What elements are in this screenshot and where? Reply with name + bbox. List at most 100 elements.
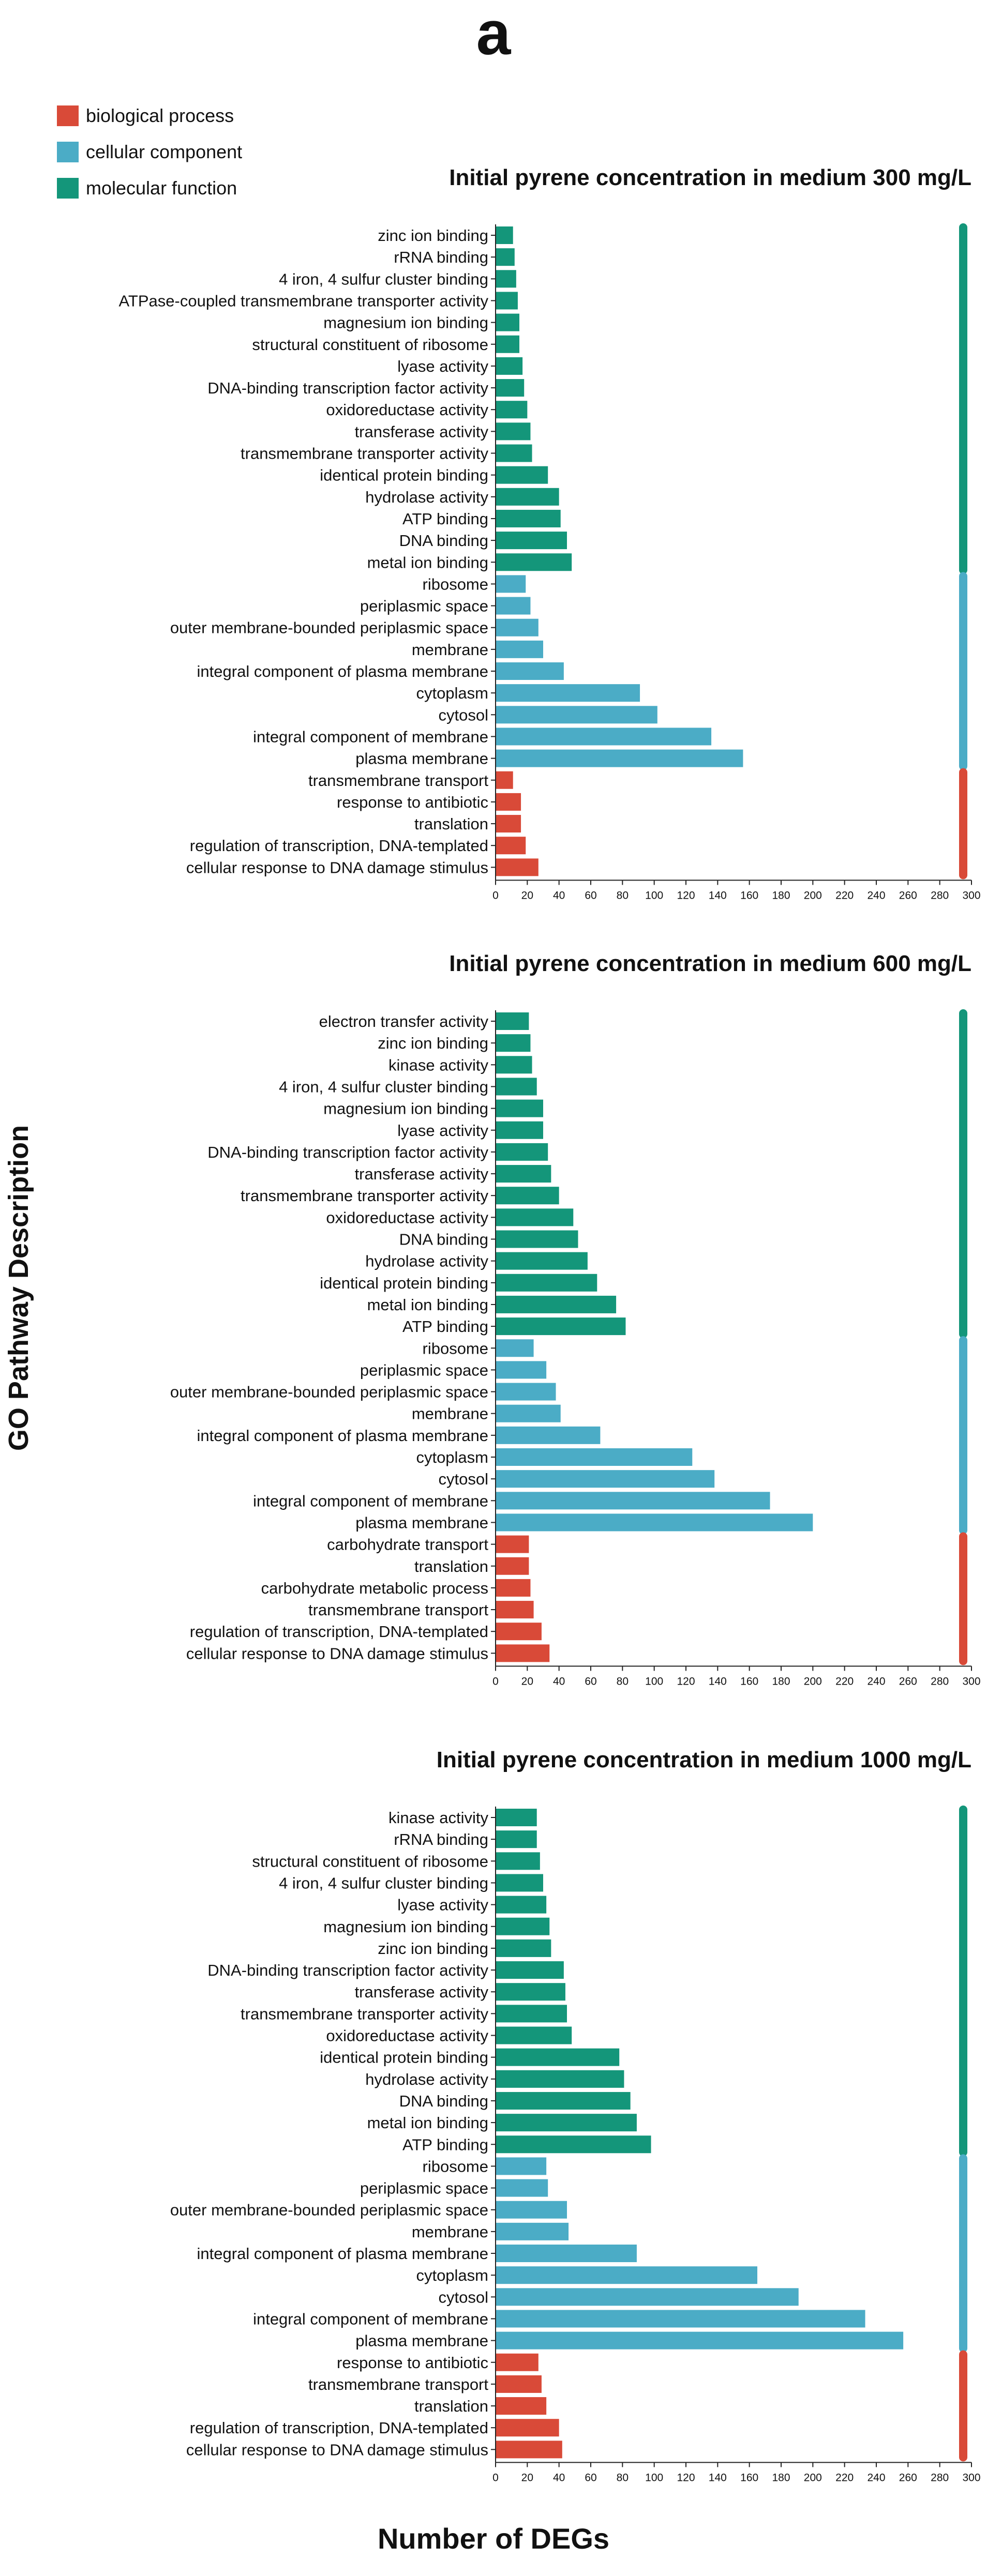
x-tick-label-200: 200 xyxy=(804,889,822,901)
y-tick-label-magnesium-ion-binding: magnesium ion binding xyxy=(323,314,488,332)
bar-dna-binding xyxy=(496,2092,631,2110)
x-tick-label-20: 20 xyxy=(521,1675,533,1687)
x-tick-label-20: 20 xyxy=(521,889,533,901)
y-tick-label-dna-binding: DNA binding xyxy=(399,2092,488,2110)
bar-outer-membrane-bounded-periplasmic-space xyxy=(496,2201,567,2219)
bar-magnesium-ion-binding xyxy=(496,313,519,331)
y-tick-label-periplasmic-space: periplasmic space xyxy=(360,597,488,615)
y-tick-label-response-to-antibiotic: response to antibiotic xyxy=(337,2354,488,2372)
legend-item-biological-process: biological process xyxy=(57,105,367,128)
y-tick-label-carbohydrate-transport: carbohydrate transport xyxy=(327,1536,488,1554)
y-tick-label-integral-component-of-plasma-membrane: integral component of plasma membrane xyxy=(197,662,488,680)
y-tick-label-outer-membrane-bounded-periplasmic-space: outer membrane-bounded periplasmic space xyxy=(170,1383,488,1401)
bar-regulation-of-transcription-dna-templated xyxy=(496,837,526,855)
bar-transmembrane-transporter-activity xyxy=(496,444,532,462)
x-tick-label-0: 0 xyxy=(492,1675,499,1687)
bar-4-iron-4-sulfur-cluster-binding xyxy=(496,1874,543,1892)
x-tick-label-220: 220 xyxy=(835,2472,854,2483)
y-tick-label-regulation-of-transcription-dna-templated: regulation of transcription, DNA-templat… xyxy=(190,2419,488,2437)
y-tick-label-hydrolase-activity: hydrolase activity xyxy=(365,2070,488,2088)
bar-cytosol xyxy=(496,1470,715,1488)
y-tick-label-transmembrane-transporter-activity: transmembrane transporter activity xyxy=(241,445,488,463)
bar-cytoplasm xyxy=(496,684,640,702)
x-tick-label-300: 300 xyxy=(962,2472,980,2483)
y-tick-label-cytosol: cytosol xyxy=(439,1470,488,1488)
bar-magnesium-ion-binding xyxy=(496,1099,543,1117)
x-tick-label-200: 200 xyxy=(804,1675,822,1687)
y-tick-label-atp-binding: ATP binding xyxy=(402,1317,488,1336)
bar-cellular-response-to-dna-damage-stimulus xyxy=(496,2441,562,2459)
bar-hydrolase-activity xyxy=(496,2070,624,2088)
x-tick-label-240: 240 xyxy=(867,889,885,901)
y-tick-label-identical-protein-binding: identical protein binding xyxy=(320,2049,488,2067)
y-tick-label-plasma-membrane: plasma membrane xyxy=(355,750,488,768)
y-tick-label-lyase-activity: lyase activity xyxy=(397,1122,488,1140)
bar-integral-component-of-membrane xyxy=(496,2310,865,2328)
y-tick-label-transferase-activity: transferase activity xyxy=(355,1165,489,1183)
bar-kinase-activity xyxy=(496,1809,537,1826)
bar-4-iron-4-sulfur-cluster-binding xyxy=(496,270,516,288)
x-tick-label-200: 200 xyxy=(804,2472,822,2483)
legend-label-cellular-component: cellular component xyxy=(86,141,243,162)
bar-lyase-activity xyxy=(496,357,523,375)
bar-periplasmic-space xyxy=(496,1361,547,1379)
x-tick-label-280: 280 xyxy=(931,2472,949,2483)
y-tick-label-4-iron-4-sulfur-cluster-binding: 4 iron, 4 sulfur cluster binding xyxy=(279,1078,488,1096)
bar-cytosol xyxy=(496,706,657,724)
y-tick-label-lyase-activity: lyase activity xyxy=(397,357,488,375)
x-tick-label-20: 20 xyxy=(521,2472,533,2483)
y-tick-label-identical-protein-binding: identical protein binding xyxy=(320,1274,488,1292)
y-tick-label-regulation-of-transcription-dna-templated: regulation of transcription, DNA-templat… xyxy=(190,1623,488,1641)
bar-cellular-response-to-dna-damage-stimulus xyxy=(496,1644,550,1662)
y-tick-label-atp-binding: ATP binding xyxy=(402,510,488,528)
y-tick-label-transmembrane-transporter-activity: transmembrane transporter activity xyxy=(241,2005,488,2023)
bar-rrna-binding xyxy=(496,248,515,266)
x-tick-label-120: 120 xyxy=(677,2472,695,2483)
bar-transmembrane-transport xyxy=(496,771,513,789)
x-tick-label-120: 120 xyxy=(677,1675,695,1687)
bar-membrane xyxy=(496,2222,569,2240)
y-tick-label-metal-ion-binding: metal ion binding xyxy=(367,1296,488,1314)
legend-label-biological-process: biological process xyxy=(86,105,234,126)
bar-electron-transfer-activity xyxy=(496,1012,529,1030)
legend-swatch-cellular-component xyxy=(57,142,79,162)
y-tick-label-periplasmic-space: periplasmic space xyxy=(360,2179,488,2198)
bar-hydrolase-activity xyxy=(496,1252,588,1270)
legend-swatch-biological-process xyxy=(57,105,79,126)
bar-cytosol xyxy=(496,2288,799,2306)
bar-transmembrane-transporter-activity xyxy=(496,1187,559,1205)
bar-plasma-membrane xyxy=(496,2331,904,2350)
x-tick-label-240: 240 xyxy=(867,2472,885,2483)
x-tick-label-80: 80 xyxy=(617,1675,629,1687)
chart-title: Initial pyrene concentration in medium 1… xyxy=(437,1747,971,1772)
bar-metal-ion-binding xyxy=(496,553,572,571)
y-tick-label-rrna-binding: rRNA binding xyxy=(394,248,488,266)
y-tick-label-4-iron-4-sulfur-cluster-binding: 4 iron, 4 sulfur cluster binding xyxy=(279,1874,488,1892)
bar-oxidoreductase-activity xyxy=(496,401,528,419)
legend-label-molecular-function: molecular function xyxy=(86,177,237,199)
y-tick-label-hydrolase-activity: hydrolase activity xyxy=(365,1252,488,1270)
x-tick-label-140: 140 xyxy=(709,1675,727,1687)
bar-periplasmic-space xyxy=(496,597,531,615)
x-tick-label-60: 60 xyxy=(585,1675,596,1687)
y-tick-label-outer-membrane-bounded-periplasmic-space: outer membrane-bounded periplasmic space xyxy=(170,619,488,637)
bar-dna-binding xyxy=(496,1230,578,1248)
x-tick-label-80: 80 xyxy=(617,2472,629,2483)
bar-regulation-of-transcription-dna-templated xyxy=(496,1623,542,1641)
y-tick-label-membrane: membrane xyxy=(412,1405,488,1423)
bar-oxidoreductase-activity xyxy=(496,2026,572,2044)
x-tick-label-140: 140 xyxy=(709,2472,727,2483)
bar-lyase-activity xyxy=(496,1896,547,1914)
y-tick-label-cellular-response-to-dna-damage-stimulus: cellular response to DNA damage stimulus xyxy=(186,2441,488,2459)
bar-integral-component-of-membrane xyxy=(496,728,712,746)
x-tick-label-100: 100 xyxy=(645,889,663,901)
chart-title: Initial pyrene concentration in medium 6… xyxy=(449,951,971,976)
bar-kinase-activity xyxy=(496,1056,532,1074)
bar-response-to-antibiotic xyxy=(496,2353,539,2371)
bar-structural-constituent-of-ribosome xyxy=(496,335,519,353)
bar-ribosome xyxy=(496,1339,534,1357)
x-tick-label-280: 280 xyxy=(931,889,949,901)
y-tick-label-zinc-ion-binding: zinc ion binding xyxy=(378,1939,488,1958)
y-tick-label-cytosol: cytosol xyxy=(439,706,488,724)
x-tick-label-160: 160 xyxy=(740,889,758,901)
